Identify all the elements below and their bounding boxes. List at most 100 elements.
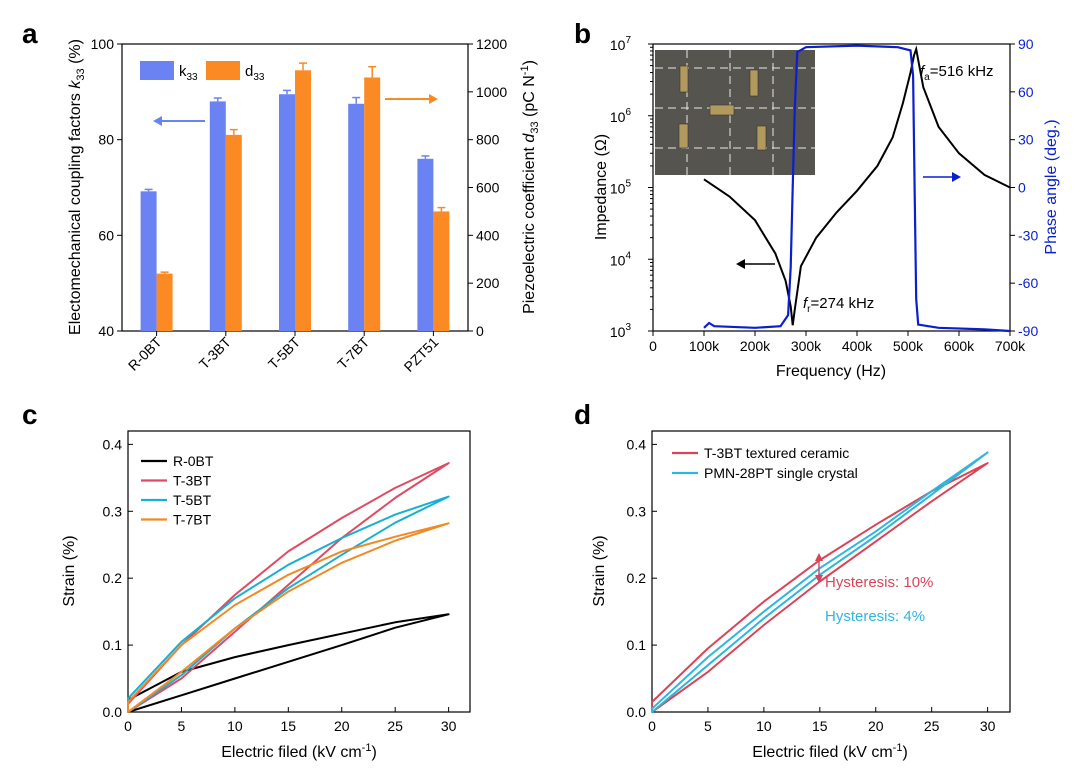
b-x-tick-label: 200k xyxy=(740,338,771,354)
loop-T-3BT xyxy=(127,462,450,713)
c-x-tick-label: 30 xyxy=(441,718,457,734)
c-y-tick-label: 0.4 xyxy=(103,436,123,452)
b-x-tick-label: 0 xyxy=(649,338,657,354)
panel-d: 0 5 10 15 20 25 30 0.0 0.1 0.2 0.3 0.4 T-3BT textu… xyxy=(591,430,1011,761)
b-right-tick-label: 90 xyxy=(1018,36,1034,52)
c-x-tick-label: 20 xyxy=(334,718,350,734)
loop-T-5BT xyxy=(127,495,450,713)
panel-label-d: d xyxy=(574,399,591,430)
b-left-tick-label: 104 xyxy=(610,250,632,268)
legend-d33-swatch xyxy=(206,61,240,80)
hysteresis-arrow xyxy=(815,553,823,583)
arrow-right-axis xyxy=(385,94,438,104)
a-left-tick-label: 80 xyxy=(98,132,114,148)
legend-k33-label: k33 xyxy=(179,63,198,83)
panel-c: 0 5 10 15 20 25 30 0.0 0.1 0.2 0.3 0.4 R-0BT T-3BT T… xyxy=(61,430,471,761)
legend-label: PMN-28PT single crystal xyxy=(704,465,858,481)
arrow-phase-axis xyxy=(923,172,961,182)
panel-d-yticks: 0.0 0.1 0.2 0.3 0.4 xyxy=(627,436,657,720)
d-x-tick-label: 5 xyxy=(704,718,712,734)
panel-c-xticks: 0 5 10 15 20 25 30 xyxy=(124,707,457,734)
d-y-tick-label: 0.3 xyxy=(627,503,647,519)
panel-c-xlabel: Electric filed (kV cm-1) xyxy=(221,742,377,761)
loop-R-0BT xyxy=(127,613,450,713)
bar-d33 xyxy=(225,134,242,331)
d-x-tick-label: 0 xyxy=(648,718,656,734)
b-right-tick-label: -60 xyxy=(1018,275,1038,291)
panel-b-left-ticks: 103 104 105 106 107 xyxy=(610,35,653,340)
loop-PMN-28PT single crystal xyxy=(651,451,989,713)
b-right-tick-label: -90 xyxy=(1018,323,1038,339)
panel-c-frame xyxy=(127,430,471,713)
legend-label: T-7BT xyxy=(173,512,212,528)
panel-label-b: b xyxy=(574,18,591,49)
panel-b-xticks: 0 100k 200k 300k 400k 500k 600k 700k xyxy=(649,331,1026,354)
impedance-line xyxy=(703,45,1011,326)
b-x-tick-label: 300k xyxy=(791,338,822,354)
annotation-fr: fr=274 kHz xyxy=(803,295,874,315)
c-x-tick-label: 5 xyxy=(178,718,186,734)
a-category-label: PZT51 xyxy=(400,334,441,375)
b-left-tick-label: 107 xyxy=(610,35,632,53)
phase-line xyxy=(703,44,1011,333)
b-x-tick-label: 400k xyxy=(842,338,873,354)
loop-T-7BT xyxy=(127,522,450,713)
bar-k33 xyxy=(348,103,365,332)
panel-c-yticks: 0.0 0.1 0.2 0.3 0.4 xyxy=(103,436,133,720)
panel-a-bars xyxy=(140,62,450,332)
b-right-tick-label: -30 xyxy=(1018,227,1038,243)
c-x-tick-label: 15 xyxy=(281,718,297,734)
bar-k33 xyxy=(417,158,434,331)
legend-label: T-3BT xyxy=(173,473,212,489)
panel-d-ylabel: Strain (%) xyxy=(591,535,608,606)
annotation-hysteresis-4: Hysteresis: 4% xyxy=(825,608,925,625)
bar-d33 xyxy=(156,273,173,331)
a-right-tick-label: 400 xyxy=(476,227,500,243)
c-y-tick-label: 0.3 xyxy=(103,503,123,519)
c-y-tick-label: 0.1 xyxy=(103,637,123,653)
b-right-tick-label: 60 xyxy=(1018,84,1034,100)
panel-a: 40 60 80 100 0 200 400 600 800 1000 1200 R-0BT T-3… xyxy=(67,36,541,375)
c-x-tick-label: 10 xyxy=(227,718,243,734)
a-category-label: R-0BT xyxy=(125,333,165,373)
panel-b-xlabel: Frequency (Hz) xyxy=(776,363,886,380)
d-x-tick-label: 25 xyxy=(924,718,940,734)
b-left-tick-label: 103 xyxy=(610,322,632,340)
panel-d-legend: T-3BT textured ceramic PMN-28PT single cr… xyxy=(672,445,858,481)
c-y-tick-label: 0.2 xyxy=(103,570,123,586)
loop-T-3BT textured ceramic xyxy=(651,462,989,713)
annotation-fa: fa=516 kHz xyxy=(920,63,994,83)
a-right-tick-label: 1000 xyxy=(476,84,507,100)
legend-label: T-3BT textured ceramic xyxy=(704,445,849,461)
panel-c-legend: R-0BT T-3BT T-5BT T-7BT xyxy=(141,453,214,528)
panel-label-a: a xyxy=(22,18,38,49)
panel-a-ylabel-left: Electomechanical coupling factors k33 (%… xyxy=(67,39,87,335)
bar-d33 xyxy=(364,77,381,331)
legend-label: R-0BT xyxy=(173,453,214,469)
c-x-tick-label: 25 xyxy=(387,718,403,734)
a-right-tick-label: 1200 xyxy=(476,36,507,52)
panel-d-frame xyxy=(651,430,1011,713)
c-x-tick-label: 0 xyxy=(124,718,132,734)
bar-k33 xyxy=(279,94,295,331)
panel-b-ylabel-right: Phase angle (deg.) xyxy=(1043,119,1060,254)
a-right-tick-label: 600 xyxy=(476,180,500,196)
b-x-tick-label: 500k xyxy=(893,338,924,354)
d-x-tick-label: 10 xyxy=(756,718,772,734)
b-x-tick-label: 100k xyxy=(689,338,720,354)
legend-d33-label: d33 xyxy=(245,63,265,83)
panel-c-ylabel: Strain (%) xyxy=(61,535,78,606)
a-left-tick-label: 40 xyxy=(98,323,114,339)
b-right-tick-label: 30 xyxy=(1018,132,1034,148)
a-right-tick-label: 200 xyxy=(476,275,500,291)
bar-k33 xyxy=(140,191,157,331)
bar-d33 xyxy=(433,211,450,331)
d-x-tick-label: 20 xyxy=(868,718,884,734)
a-left-tick-label: 60 xyxy=(98,227,114,243)
panel-a-ylabel-right: Piezoelectric coefficient d33 (pC N-1) xyxy=(519,60,541,314)
arrow-left-axis xyxy=(153,116,205,126)
a-left-tick-label: 100 xyxy=(91,36,115,52)
d-y-tick-label: 0.0 xyxy=(627,704,647,720)
panel-d-lines xyxy=(651,451,989,713)
